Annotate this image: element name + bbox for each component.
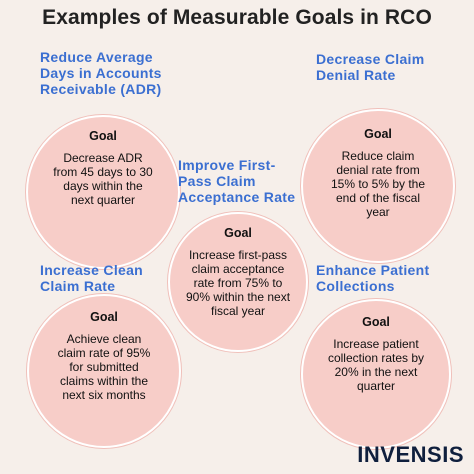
goal-heading-denial: Decrease Claim Denial Rate bbox=[316, 51, 425, 83]
goal-circle-clean-claim: Goal Achieve clean claim rate of 95% for… bbox=[27, 294, 181, 448]
goal-text-adr: Decrease ADR from 45 days to 30 days wit… bbox=[53, 151, 153, 207]
goal-circle-adr: Goal Decrease ADR from 45 days to 30 day… bbox=[26, 115, 180, 269]
goal-heading-patient-collections: Enhance Patient Collections bbox=[316, 262, 430, 294]
goal-text-patient-collections: Increase patient collection rates by 20%… bbox=[327, 337, 425, 393]
goal-label: Goal bbox=[89, 129, 117, 143]
goal-label: Goal bbox=[362, 315, 390, 329]
company-logo: INVENSIS bbox=[357, 442, 464, 467]
goal-heading-first-pass: Improve First-Pass Claim Acceptance Rate bbox=[178, 157, 296, 205]
goal-label: Goal bbox=[224, 226, 252, 240]
goal-text-clean-claim: Achieve clean claim rate of 95% for subm… bbox=[57, 332, 151, 402]
goal-label: Goal bbox=[364, 127, 392, 141]
goal-circle-first-pass: Goal Increase first-pass claim acceptanc… bbox=[168, 212, 308, 352]
goal-circle-patient-collections: Goal Increase patient collection rates b… bbox=[301, 299, 451, 449]
goal-text-denial: Reduce claim denial rate from 15% to 5% … bbox=[330, 149, 426, 219]
page-title: Examples of Measurable Goals in RCO bbox=[42, 6, 432, 29]
goal-label: Goal bbox=[90, 310, 118, 324]
goal-text-first-pass: Increase first-pass claim acceptance rat… bbox=[185, 248, 291, 318]
goal-heading-clean-claim: Increase Clean Claim Rate bbox=[40, 262, 144, 294]
goal-heading-adr: Reduce Average Days in Accounts Receivab… bbox=[40, 49, 162, 97]
goal-circle-denial: Goal Reduce claim denial rate from 15% t… bbox=[301, 109, 455, 263]
